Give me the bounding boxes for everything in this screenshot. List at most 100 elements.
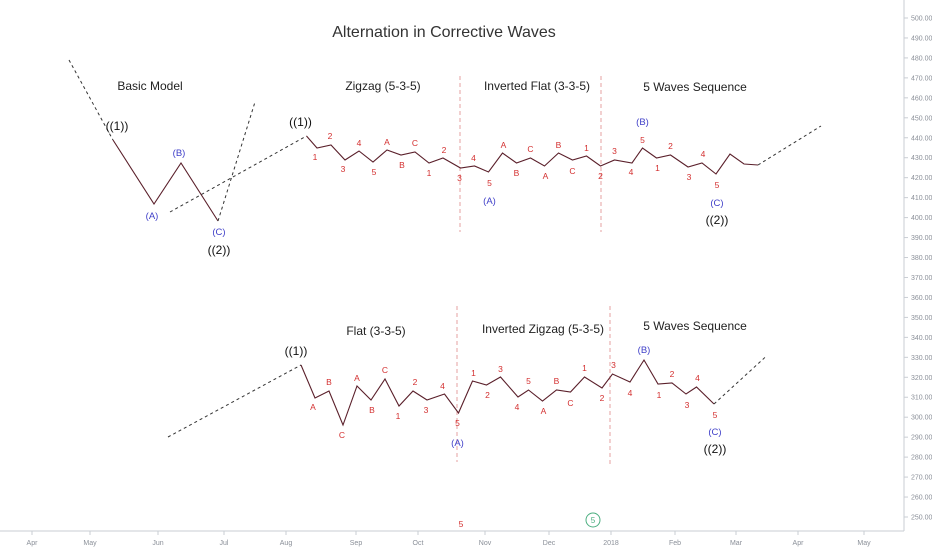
wave-label: 2: [668, 141, 673, 151]
wave-label: 1: [427, 168, 432, 178]
price-tick-label: 360.00: [911, 295, 932, 302]
wave-label: C: [412, 138, 418, 148]
wave-label: 5: [455, 418, 460, 428]
price-tick-label: 260.00: [911, 495, 932, 502]
wave-label: 5: [526, 376, 531, 386]
time-tick-label: May: [857, 540, 871, 547]
price-tick-label: 300.00: [911, 415, 932, 422]
wave-label: (C): [710, 198, 723, 209]
wave-label: 4: [357, 138, 362, 148]
price-tick-label: 320.00: [911, 375, 932, 382]
section-title-basic: Basic Model: [117, 79, 182, 93]
wave-label: C: [527, 144, 533, 154]
wave-label: 1: [471, 368, 476, 378]
wave-label: 1: [396, 411, 401, 421]
time-tick-label: 2018: [603, 540, 619, 547]
time-tick-label: Aug: [280, 540, 293, 547]
price-tick-label: 340.00: [911, 335, 932, 342]
wave-label: C: [339, 430, 345, 440]
wave-label: 2: [670, 369, 675, 379]
wave-label: 4: [629, 167, 634, 177]
time-tick-label: Feb: [669, 540, 681, 547]
wave-label: ((1)): [285, 344, 308, 358]
wave-label: 3: [685, 400, 690, 410]
wave-label: A: [541, 406, 547, 416]
wave-label: C: [567, 398, 573, 408]
wave-label: 4: [701, 149, 706, 159]
price-tick-label: 370.00: [911, 275, 932, 282]
wave-label: 4: [471, 153, 476, 163]
wave-label: A: [543, 171, 549, 181]
wave-label: (B): [638, 345, 651, 356]
price-tick-label: 480.00: [911, 55, 932, 62]
wave-label: 3: [498, 364, 503, 374]
wave-count-label: 5: [459, 519, 464, 529]
wave-label: B: [326, 377, 332, 387]
chart-title: Alternation in Corrective Waves: [332, 24, 556, 41]
wave-label: ((2)): [208, 243, 231, 257]
wave-label: 3: [687, 172, 692, 182]
wave-label: 3: [612, 146, 617, 156]
wave-label: C: [382, 365, 388, 375]
time-tick-label: Dec: [543, 540, 556, 547]
price-tick-label: 330.00: [911, 355, 932, 362]
wave-label: 1: [655, 163, 660, 173]
time-tick-label: Apr: [27, 540, 39, 547]
wave-label: 3: [611, 360, 616, 370]
time-tick-label: Sep: [350, 540, 363, 547]
section-title-five-top: 5 Waves Sequence: [643, 80, 747, 94]
price-tick-label: 410.00: [911, 195, 932, 202]
wave-label: 1: [657, 390, 662, 400]
wave-label: B: [514, 168, 520, 178]
wave-label: (B): [636, 117, 649, 128]
wave-label: 4: [440, 381, 445, 391]
time-tick-label: Jun: [152, 540, 163, 547]
price-tick-label: 420.00: [911, 175, 932, 182]
wave-label: (A): [451, 438, 464, 449]
price-tick-label: 450.00: [911, 115, 932, 122]
wave-label: 4: [515, 402, 520, 412]
wave-label: A: [384, 137, 390, 147]
wave-label: 3: [424, 405, 429, 415]
wave-label: (C): [212, 227, 225, 238]
wave-label: C: [569, 166, 575, 176]
wave-label: 1: [582, 363, 587, 373]
wave-label: B: [399, 160, 405, 170]
wave-label: ((1)): [106, 119, 129, 133]
wave-label: 5: [715, 180, 720, 190]
time-tick-label: May: [83, 540, 97, 547]
wave-label: B: [556, 140, 562, 150]
section-title-flat: Flat (3-3-5): [346, 324, 405, 338]
price-tick-label: 440.00: [911, 135, 932, 142]
price-tick-label: 460.00: [911, 95, 932, 102]
wave-label: 4: [628, 388, 633, 398]
section-title-inv-flat: Inverted Flat (3-3-5): [484, 79, 590, 93]
wave-label: 5: [640, 135, 645, 145]
wave-label: (B): [173, 148, 186, 159]
wave-label: A: [354, 373, 360, 383]
time-tick-label: Apr: [793, 540, 805, 547]
wave-label: 5: [487, 178, 492, 188]
price-tick-label: 390.00: [911, 235, 932, 242]
wave-label: B: [554, 376, 560, 386]
price-tick-label: 250.00: [911, 515, 932, 522]
wave-label: 3: [457, 173, 462, 183]
price-tick-label: 270.00: [911, 475, 932, 482]
wave-label: ((2)): [706, 213, 729, 227]
price-tick-label: 430.00: [911, 155, 932, 162]
price-tick-label: 400.00: [911, 215, 932, 222]
time-tick-label: Mar: [730, 540, 743, 547]
wave-label: 1: [313, 152, 318, 162]
wave-label: 2: [442, 145, 447, 155]
price-tick-label: 470.00: [911, 75, 932, 82]
event-marker-label: 5: [591, 516, 596, 525]
section-title-zigzag: Zigzag (5-3-5): [345, 79, 420, 93]
price-tick-label: 490.00: [911, 35, 932, 42]
wave-label: (A): [483, 196, 496, 207]
wave-label: 5: [372, 167, 377, 177]
wave-label: 2: [598, 171, 603, 181]
price-tick-label: 380.00: [911, 255, 932, 262]
wave-label: 1: [584, 143, 589, 153]
time-tick-label: Oct: [413, 540, 424, 547]
